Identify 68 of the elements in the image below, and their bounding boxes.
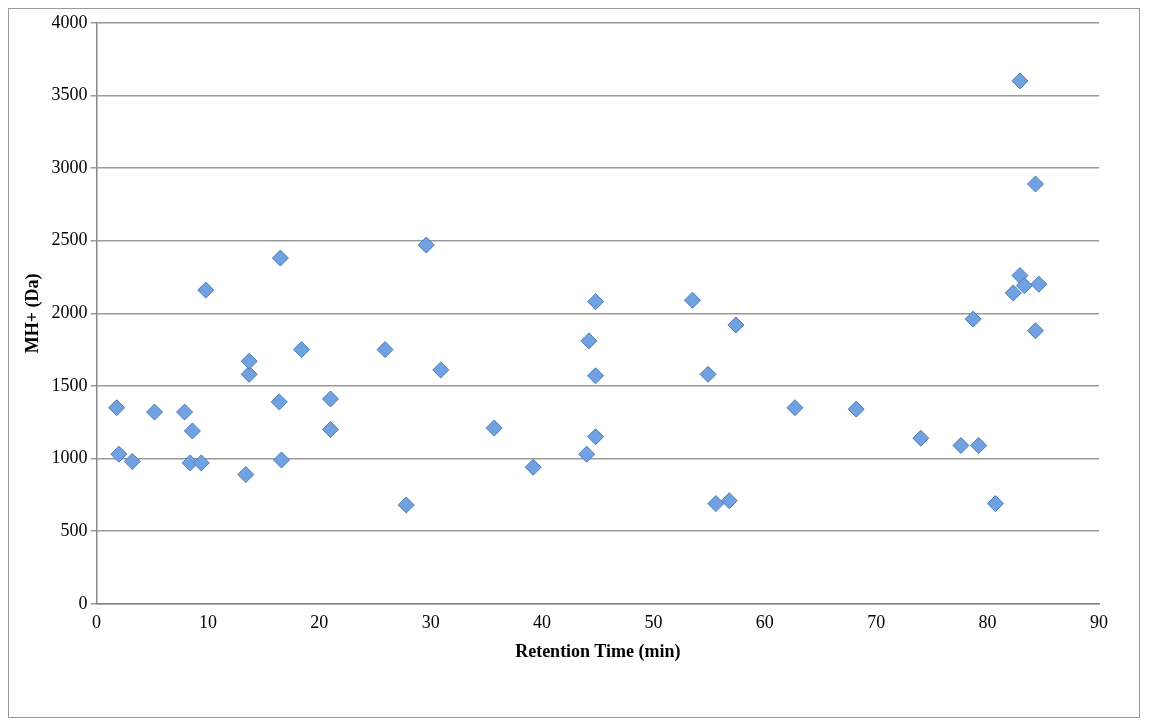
- point: [912, 429, 930, 447]
- y-tick-label: 500: [60, 519, 88, 540]
- point: [192, 454, 210, 472]
- point: [270, 393, 288, 411]
- point: [699, 365, 717, 383]
- point: [727, 316, 745, 334]
- y-tick-label: 3000: [51, 156, 88, 177]
- point: [271, 249, 289, 267]
- y-axis-title: MH+ (Da): [22, 273, 44, 354]
- point: [485, 419, 503, 437]
- point: [1027, 175, 1045, 193]
- point: [1004, 284, 1022, 302]
- point: [293, 341, 311, 359]
- point: [240, 352, 258, 370]
- x-tick-label: 90: [1090, 612, 1108, 633]
- point: [417, 236, 435, 254]
- y-tick-label: 1000: [51, 447, 88, 468]
- y-tick-label: 4000: [51, 11, 88, 32]
- point: [1015, 277, 1033, 295]
- x-tick-label: 60: [755, 612, 774, 633]
- y-tick-label: 1500: [51, 374, 88, 395]
- point: [321, 421, 339, 438]
- y-tick-label: 2500: [51, 229, 88, 250]
- point: [847, 400, 865, 418]
- y-tick-label: 2000: [51, 302, 88, 323]
- point: [108, 399, 126, 417]
- point: [587, 367, 605, 385]
- point: [1011, 72, 1029, 90]
- point: [720, 492, 738, 510]
- y-tick-label: 0: [78, 592, 88, 613]
- point: [321, 390, 339, 408]
- point: [432, 361, 450, 379]
- point: [1011, 267, 1029, 285]
- x-tick-label: 40: [533, 612, 552, 633]
- point: [240, 365, 258, 383]
- x-tick-label: 0: [92, 612, 102, 633]
- point: [1027, 322, 1045, 340]
- point: [707, 495, 725, 513]
- point: [237, 466, 255, 484]
- point: [578, 445, 596, 463]
- point: [786, 399, 804, 417]
- point: [272, 451, 290, 469]
- point: [146, 403, 164, 421]
- point: [397, 496, 415, 514]
- point: [587, 428, 605, 446]
- point: [683, 291, 701, 309]
- point: [964, 310, 982, 328]
- point: [197, 281, 215, 299]
- point: [970, 436, 988, 454]
- point: [587, 293, 605, 311]
- point: [183, 422, 201, 440]
- y-tick-label: 3500: [51, 84, 88, 105]
- point: [1030, 275, 1048, 293]
- point: [110, 445, 128, 463]
- point: [952, 436, 970, 454]
- x-tick-label: 80: [978, 612, 997, 633]
- point: [986, 495, 1004, 513]
- x-tick-label: 70: [867, 612, 886, 633]
- x-tick-label: 20: [310, 612, 329, 633]
- x-tick-label: 50: [644, 612, 663, 633]
- point: [123, 452, 141, 470]
- point: [176, 403, 194, 421]
- point: [524, 458, 542, 476]
- x-tick-label: 30: [421, 612, 440, 633]
- point: [580, 332, 598, 350]
- x-axis-title: Retention Time (min): [515, 640, 681, 662]
- x-tick-label: 10: [198, 612, 217, 633]
- point: [376, 341, 394, 359]
